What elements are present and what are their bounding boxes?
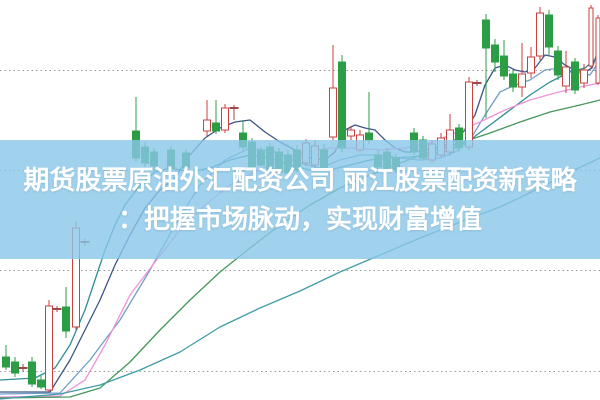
candle-up [562,66,570,87]
candle-up [580,69,588,84]
candle-down [37,379,45,388]
candle-up [527,56,535,74]
candle-down [338,61,346,149]
candle-up [588,7,594,67]
candle-down [11,361,19,374]
banner-band [0,140,600,259]
candle-down [212,122,220,132]
candle-up [465,81,473,148]
candle-down [365,132,373,141]
candle-down [2,356,10,368]
candle-up [595,17,600,84]
candle-up [203,119,211,132]
candle-up [221,107,229,131]
candle-down [509,73,517,88]
candle-down [554,50,562,76]
candle-down [482,19,490,49]
candle-down [571,61,579,91]
candle-down [62,306,70,332]
candle-up [329,87,337,138]
candle-down [28,361,36,385]
candle-up [45,305,53,391]
candle-down [491,44,499,63]
candle-down [545,14,553,48]
candle-down [500,55,508,77]
candle-up [518,73,526,88]
candle-up [347,129,355,137]
candle-up [536,12,544,57]
